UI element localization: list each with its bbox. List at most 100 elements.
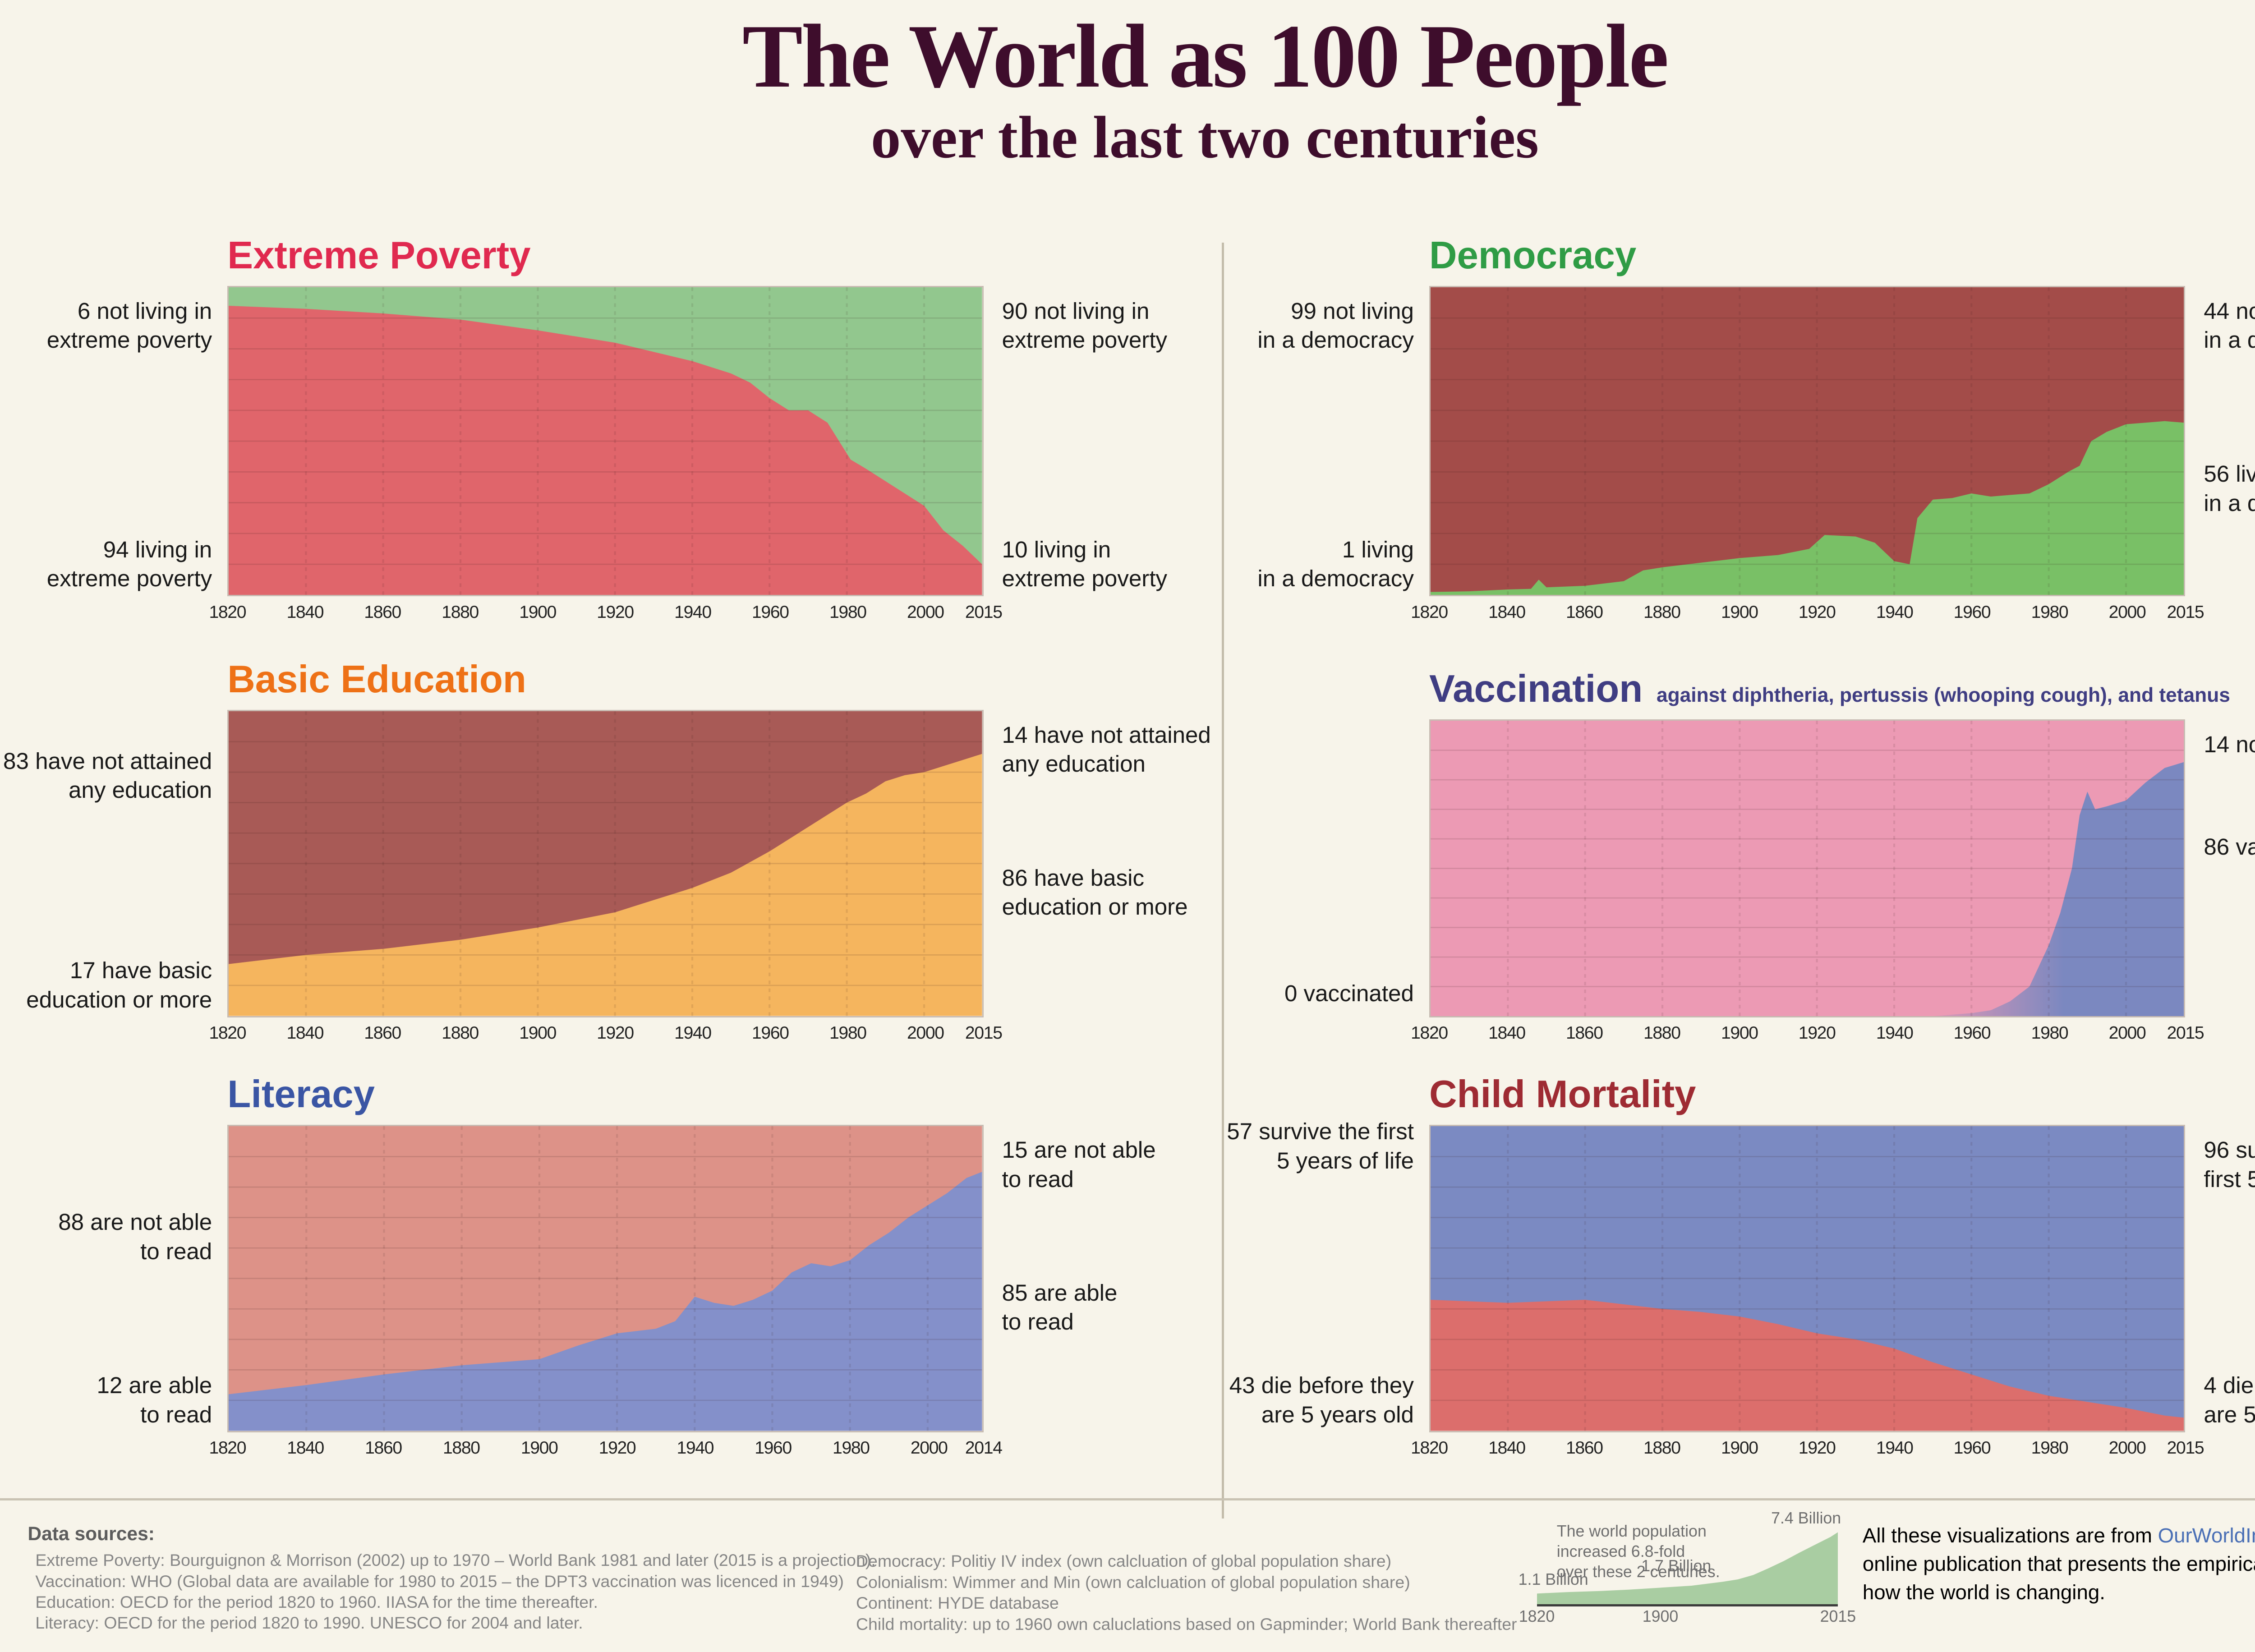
x-tick: 1920: [597, 1023, 634, 1043]
x-tick: 1880: [442, 602, 479, 622]
label-ep-left-top: 6 not living in extreme poverty: [46, 298, 212, 353]
panel-democracy: Democracy 1820 1840 1860 1880 1900 1920 1940 19…: [1257, 234, 2255, 622]
label-vac-left-bottom: 0 vaccinated: [1284, 980, 1414, 1006]
x-tick: 2000: [2108, 1438, 2146, 1458]
x-tick: 1860: [1565, 1023, 1603, 1043]
source-continent: Continent: HYDE database: [856, 1593, 1059, 1613]
x-tick: 1860: [364, 1023, 401, 1043]
chart-literacy: [227, 1125, 984, 1432]
x-tick: 1960: [1953, 1023, 1991, 1043]
population-inset: The world population increased 6.8-fold …: [1519, 1509, 1856, 1626]
x-tick: 1840: [286, 1023, 324, 1043]
source-democracy: Democracy: Politiy IV index (own calclua…: [856, 1551, 1392, 1571]
x-tick: 2015: [2167, 602, 2204, 622]
x-tick: 2015: [2167, 1438, 2204, 1458]
x-tick: 1840: [1488, 1438, 1526, 1458]
x-tick: 1820: [209, 1438, 246, 1458]
label-dem-right-bottom: 56 living in a democracy: [2204, 461, 2255, 516]
data-sources-column-1: Data sources: Extreme Poverty: Bourguign…: [28, 1523, 875, 1634]
source-colonialism: Colonialism: Wimmer and Min (own calclua…: [856, 1572, 1410, 1592]
label-ep-right-bottom: 10 living in extreme poverty: [1002, 536, 1168, 591]
label-cm-right-bottom: 4 die before they are 5 years old: [2204, 1372, 2255, 1427]
x-tick: 1980: [2031, 1438, 2069, 1458]
panel-title-vaccination: Vaccination against diphtheria, pertussis…: [1429, 667, 2230, 711]
x-tick: 1860: [365, 1438, 402, 1458]
label-cm-left-bottom: 43 die before they are 5 years old: [1229, 1372, 1414, 1427]
chart-democracy: [1429, 285, 2186, 597]
population-x-axis: 1820 1900 2015: [1519, 1607, 1856, 1626]
x-tick: 1940: [1876, 1438, 1914, 1458]
panel-child-mortality: Child Mortality 1820 1840 1860 1880 1900 1920…: [1227, 1073, 2255, 1458]
x-tick: 1980: [833, 1438, 870, 1458]
vaccination-subtitle: against diphtheria, pertussis (whooping …: [1656, 684, 2230, 706]
footer-divider: [0, 1498, 2255, 1501]
x-tick: 1940: [1876, 1023, 1914, 1043]
x-tick: 1900: [1721, 602, 1758, 622]
source-literacy: Literacy: OECD for the period 1820 to 19…: [35, 1613, 583, 1633]
x-tick: 2015: [2167, 1023, 2204, 1043]
data-sources-column-2: Democracy: Politiy IV index (own calclua…: [856, 1551, 1547, 1634]
population-label-1820: 1.1 Billion: [1518, 1570, 1588, 1589]
x-tick: 1960: [751, 1023, 789, 1043]
x-tick: 1820: [209, 1023, 246, 1043]
x-tick: 1820: [1519, 1607, 1555, 1626]
x-tick: 1900: [1642, 1607, 1679, 1626]
panel-literacy: Literacy 1820 1840 1860 1880 1900 1920 1940 196…: [58, 1073, 1155, 1458]
x-tick: 2000: [910, 1438, 948, 1458]
x-tick: 1880: [1643, 602, 1681, 622]
label-edu-left-bottom: 17 have basic education or more: [26, 957, 212, 1012]
panel-title-basic-education: Basic Education: [227, 658, 526, 701]
x-tick: 2014: [965, 1438, 1003, 1458]
x-tick: 1920: [1798, 1023, 1836, 1043]
label-ep-right-top: 90 not living in extreme poverty: [1002, 298, 1168, 353]
population-note: The world population increased 6.8-fold …: [1556, 1522, 1720, 1581]
x-tick: 1880: [442, 1023, 479, 1043]
x-tick: 1980: [2031, 602, 2069, 622]
source-vaccination: Vaccination: WHO (Global data are availa…: [35, 1571, 844, 1591]
x-tick: 1840: [1488, 602, 1526, 622]
panel-title-literacy: Literacy: [227, 1073, 375, 1116]
x-tick: 1960: [1953, 1438, 1991, 1458]
x-tick: 1840: [1488, 1023, 1526, 1043]
panel-basic-education: Basic Education 1820 1840 1860 1880 1900 1920…: [3, 658, 1211, 1043]
label-dem-left-top: 99 not living in a democracy: [1257, 298, 1414, 353]
x-tick: 1940: [1876, 602, 1914, 622]
x-tick: 1920: [1798, 602, 1836, 622]
label-vac-right-top: 14 not vaccinated: [2204, 731, 2255, 757]
chart-child-mortality: [1429, 1125, 2186, 1432]
x-axis-vaccination: 1820 1840 1860 1880 1900 1920 1940 1960 1980 2000…: [1411, 1023, 2204, 1046]
source-education: Education: OECD for the period 1820 to 1…: [35, 1592, 598, 1611]
x-tick: 1900: [519, 1023, 557, 1043]
source-child-mortality: Child mortality: up to 1960 own caluclat…: [856, 1614, 1517, 1634]
attribution-after: an online publication that presents the …: [1862, 1552, 2255, 1604]
x-tick: 2015: [965, 1023, 1003, 1043]
attribution-before: All these visualizations are from: [1862, 1524, 2158, 1547]
panel-title-extreme-poverty: Extreme Poverty: [227, 234, 531, 277]
x-tick: 1940: [674, 602, 712, 622]
x-tick: 1820: [1411, 1023, 1448, 1043]
x-axis-basic-education: 1820 1840 1860 1880 1900 1920 1940 1960 1980 2000…: [209, 1023, 1003, 1046]
chart-vaccination: [1429, 719, 2186, 1017]
x-tick: 1880: [1643, 1023, 1681, 1043]
x-axis-democracy: 1820 1840 1860 1880 1900 1920 1940 1960 1980 2000…: [1411, 602, 2204, 626]
panel-vaccination: Vaccination against diphtheria, pertussis…: [1284, 667, 2255, 1043]
ourworldindata-link[interactable]: OurWorldInData.org: [2158, 1524, 2255, 1547]
data-sources-heading: Data sources:: [28, 1523, 155, 1545]
vaccination-title-text: Vaccination: [1429, 667, 1643, 710]
x-tick: 1980: [829, 602, 867, 622]
x-axis-child-mortality: 1820 1840 1860 1880 1900 1920 1940 1960 1980 2000…: [1411, 1438, 2204, 1461]
column-divider: [1221, 243, 1224, 1519]
label-lit-left-top: 88 are not able to read: [58, 1209, 212, 1264]
x-tick: 1900: [520, 1438, 558, 1458]
label-cm-left-top: 57 survive the first 5 years of life: [1227, 1118, 1414, 1173]
label-cm-right-top: 96 survive the first 5 years of life: [2204, 1137, 2255, 1192]
x-tick: 1820: [1411, 602, 1448, 622]
x-tick: 2000: [2108, 602, 2146, 622]
label-edu-right-bottom: 86 have basic education or more: [1002, 865, 1188, 920]
page-subtitle: over the last two centuries: [870, 104, 1539, 170]
x-tick: 1920: [597, 602, 634, 622]
label-edu-left-top: 83 have not attained any education: [3, 748, 212, 803]
x-axis-extreme-poverty: 1820 1840 1860 1880 1900 1920 1940 1960 1980 2000…: [209, 602, 1003, 626]
x-tick: 2000: [907, 602, 944, 622]
